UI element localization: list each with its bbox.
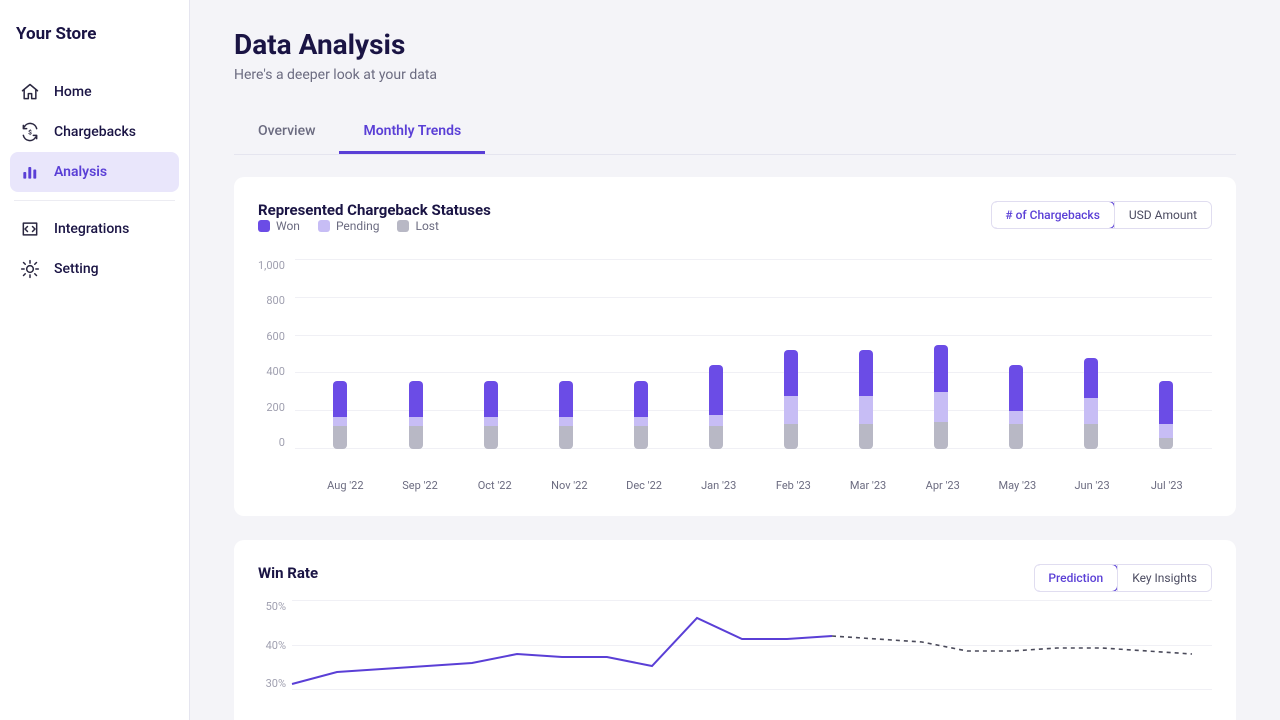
status-x-axis: Aug '22Sep '22Oct '22Nov '22Dec '22Jan '… (300, 469, 1212, 492)
main-content: Data Analysis Here's a deeper look at yo… (190, 0, 1280, 720)
winrate-toggle-insights[interactable]: Key Insights (1117, 565, 1211, 591)
bar-Nov22 (559, 381, 573, 449)
sidebar-item-label: Integrations (54, 221, 129, 237)
status-legend: Won Pending Lost (258, 219, 491, 233)
status-chart-title: Represented Chargeback Statuses (258, 201, 491, 219)
bar-May23 (1009, 365, 1023, 449)
bar-Jun23 (1084, 358, 1098, 449)
nav-divider (14, 200, 175, 201)
home-icon (20, 82, 40, 102)
legend-pending: Pending (318, 219, 380, 233)
sidebar: Your Store Home $ Chargebacks Analysis Integ… (0, 0, 190, 720)
winrate-line-chart: 50%40%30% (258, 600, 1212, 720)
winrate-toggle: PredictionKey Insights (1034, 564, 1212, 592)
winrate-toggle-prediction[interactable]: Prediction (1034, 564, 1118, 592)
gear-icon (20, 259, 40, 279)
sidebar-item-label: Chargebacks (54, 124, 136, 140)
status-y-axis: 1,0008006004002000 (258, 259, 295, 449)
bar-Dec22 (634, 381, 648, 449)
sidebar-item-label: Setting (54, 261, 99, 277)
legend-won: Won (258, 219, 300, 233)
status-toggle-usd[interactable]: USD Amount (1114, 202, 1211, 228)
bar-Feb23 (784, 350, 798, 449)
winrate-card: Win Rate PredictionKey Insights 50%40%30… (234, 540, 1236, 720)
sidebar-item-home[interactable]: Home (10, 72, 179, 112)
sidebar-item-analysis[interactable]: Analysis (10, 152, 179, 192)
tab-monthly[interactable]: Monthly Trends (339, 111, 485, 154)
bar-Oct22 (484, 381, 498, 449)
bar-Jul23 (1159, 381, 1173, 449)
legend-lost: Lost (397, 219, 438, 233)
bar-Sep22 (409, 381, 423, 449)
store-title: Your Store (10, 24, 179, 44)
status-toggle-count[interactable]: # of Chargebacks (991, 201, 1115, 229)
sidebar-item-chargebacks[interactable]: $ Chargebacks (10, 112, 179, 152)
bar-Mar23 (859, 350, 873, 449)
status-bar-chart: 1,0008006004002000 (258, 259, 1212, 469)
status-chart-card: Represented Chargeback Statuses Won Pendi… (234, 177, 1236, 516)
status-chart-toggle: # of ChargebacksUSD Amount (991, 201, 1212, 229)
sidebar-item-integrations[interactable]: Integrations (10, 209, 179, 249)
tab-overview[interactable]: Overview (234, 111, 339, 154)
sidebar-item-label: Home (54, 84, 92, 100)
bar-Aug22 (333, 381, 347, 449)
svg-text:$: $ (28, 129, 32, 137)
tabs: OverviewMonthly Trends (234, 111, 1236, 155)
sidebar-item-label: Analysis (54, 164, 107, 180)
bar-Apr23 (934, 345, 948, 449)
bar-Jan23 (709, 365, 723, 449)
refresh-dollar-icon: $ (20, 122, 40, 142)
winrate-title: Win Rate (258, 564, 318, 582)
sidebar-item-setting[interactable]: Setting (10, 249, 179, 289)
page-title: Data Analysis (234, 28, 1236, 61)
bar-chart-icon (20, 162, 40, 182)
page-subtitle: Here's a deeper look at your data (234, 67, 1236, 83)
code-box-icon (20, 219, 40, 239)
